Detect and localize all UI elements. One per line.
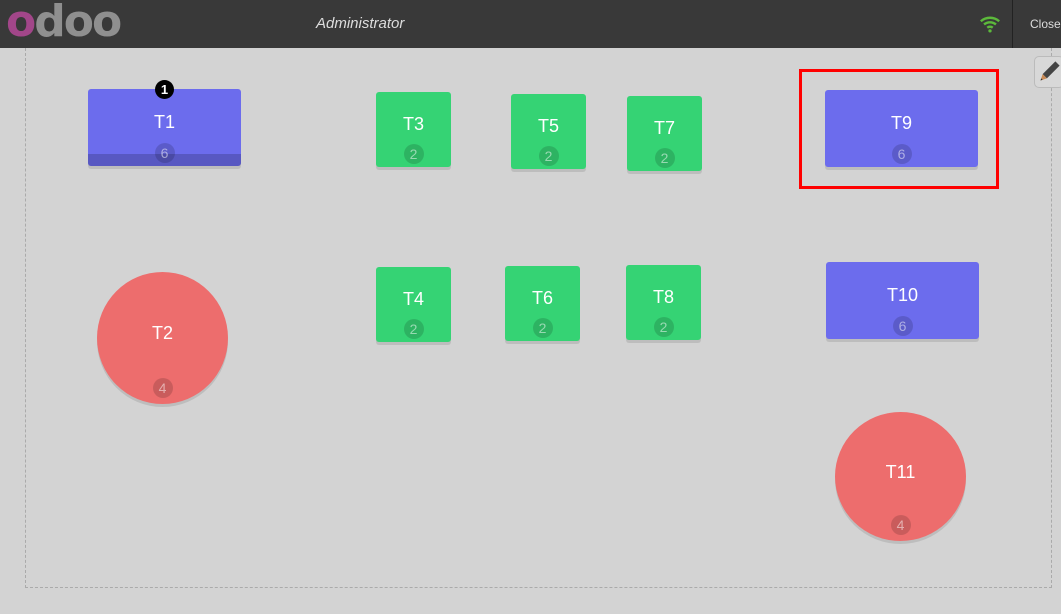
table-t9[interactable]: T9 6 [825, 90, 978, 167]
table-name: T6 [531, 287, 553, 308]
table-name: T4 [402, 288, 424, 309]
floor-plan [25, 48, 1052, 588]
table-name: T9 [890, 112, 912, 133]
order-count-badge: 1 [155, 80, 174, 99]
table-t8[interactable]: T8 2 [626, 265, 701, 340]
table-t6[interactable]: T6 2 [505, 266, 580, 341]
close-button[interactable]: Close [1030, 17, 1061, 31]
edit-floor-button[interactable] [1034, 56, 1061, 88]
table-t5[interactable]: T5 2 [511, 94, 586, 169]
table-name: T2 [151, 323, 173, 343]
table-name: T1 [153, 111, 175, 132]
seat-count: 6 [154, 143, 175, 163]
seat-count: 2 [403, 144, 424, 164]
seat-count: 2 [532, 318, 553, 338]
pencil-icon [1040, 61, 1060, 81]
table-name: T5 [537, 115, 559, 136]
selected-table-highlight [799, 69, 999, 189]
table-name: T11 [885, 461, 916, 482]
seat-count: 2 [403, 319, 424, 339]
divider [1012, 0, 1013, 48]
seat-count: 6 [891, 144, 912, 164]
table-t4[interactable]: T4 2 [376, 267, 451, 342]
seat-count: 2 [654, 148, 675, 168]
seat-count: 4 [890, 515, 911, 535]
seat-count: 4 [152, 378, 173, 398]
table-t1[interactable]: T1 6 [88, 89, 241, 166]
seat-count: 2 [538, 146, 559, 166]
table-t11[interactable]: T11 4 [835, 412, 966, 541]
table-t2[interactable]: T2 4 [97, 272, 228, 404]
table-name: T10 [886, 284, 919, 305]
table-t3[interactable]: T3 2 [376, 92, 451, 167]
seat-count: 2 [653, 317, 674, 337]
table-name: T3 [402, 113, 424, 134]
odoo-logo: odoo [6, 0, 122, 47]
table-t7[interactable]: T7 2 [627, 96, 702, 171]
table-name: T8 [652, 286, 674, 307]
seat-count: 6 [892, 316, 913, 336]
table-t10[interactable]: T10 6 [826, 262, 979, 339]
order-progress-band [88, 154, 241, 166]
wifi-icon [980, 16, 1000, 33]
top-bar: odoo Administrator Close [0, 0, 1061, 48]
username: Administrator [316, 15, 405, 32]
table-name: T7 [653, 117, 675, 138]
